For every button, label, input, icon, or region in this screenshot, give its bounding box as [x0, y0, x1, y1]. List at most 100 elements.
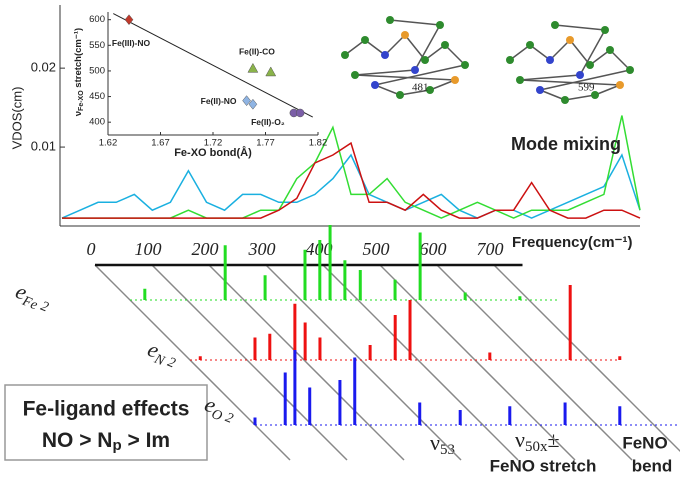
molecule	[341, 16, 469, 99]
point-label: Fe(II)-O₂	[251, 117, 285, 127]
bond	[539, 69, 631, 91]
atom	[586, 61, 594, 69]
y-label-text: stretch(cm⁻¹)	[73, 28, 84, 91]
bond	[404, 34, 426, 61]
stick	[368, 345, 372, 360]
bond	[374, 64, 466, 86]
point-label: Fe(II)-CO	[239, 47, 275, 57]
atom	[436, 21, 444, 29]
point	[124, 14, 134, 26]
bond	[384, 34, 406, 56]
bond	[519, 79, 621, 86]
y-tick-label: 400	[89, 117, 105, 128]
x-tick-label: 1.72	[204, 138, 223, 149]
stick	[308, 387, 312, 425]
bond	[579, 29, 606, 76]
nu50-label: ν50x±	[515, 427, 560, 455]
atom	[351, 71, 359, 79]
y-axis-label: νFe-XO stretch(cm⁻¹)	[73, 28, 85, 116]
depth-line	[94, 264, 291, 461]
atom	[536, 86, 544, 94]
legend-box	[4, 384, 208, 461]
x-tick-label: 300	[248, 239, 276, 259]
nu-sub: 53	[440, 442, 455, 458]
stick	[263, 275, 267, 300]
stick	[518, 296, 522, 300]
x-axis-label: Fe-XO bond(Å)	[174, 146, 252, 159]
x-tick-label: 500	[363, 239, 390, 259]
stick	[343, 260, 347, 300]
bond	[554, 24, 606, 31]
depth-line	[436, 264, 633, 461]
stretch-label: FeNO stretch	[490, 456, 597, 475]
stick	[318, 337, 322, 360]
y-tick-label: 0.02	[31, 60, 56, 75]
box-part: NO > N	[42, 429, 113, 452]
row-label-sup: 2	[223, 410, 235, 427]
bond	[564, 94, 596, 101]
bond	[509, 44, 531, 61]
atom	[361, 36, 369, 44]
stick	[303, 322, 307, 360]
x-tick-label: 600	[420, 239, 447, 259]
stick	[393, 279, 397, 300]
atom	[566, 36, 574, 44]
bond	[569, 39, 591, 66]
x-tick-label: 1.82	[309, 138, 328, 149]
bond	[344, 39, 366, 56]
bond	[424, 44, 446, 61]
atom	[421, 56, 429, 64]
depth-line	[379, 264, 576, 461]
atom	[606, 46, 614, 54]
atom	[626, 66, 634, 74]
x-tick-label: 1.77	[256, 138, 275, 149]
atom	[506, 56, 514, 64]
stick	[458, 410, 462, 425]
molecule-label: 481	[412, 82, 429, 94]
bond	[354, 69, 416, 76]
atom	[526, 41, 534, 49]
y-tick-label: 450	[89, 91, 105, 102]
bond	[374, 84, 401, 96]
bend-label: FeNO	[622, 433, 667, 452]
point	[247, 62, 259, 73]
atom	[451, 76, 459, 84]
nu-sub: 50x	[525, 439, 548, 455]
bond	[539, 89, 566, 101]
stick	[358, 270, 362, 300]
molecule-label: 599	[578, 82, 595, 94]
stick	[563, 402, 567, 425]
stick	[268, 333, 272, 360]
atom	[401, 31, 409, 39]
y-axis-label: VDOS(cm)	[9, 87, 24, 150]
point	[265, 66, 277, 77]
stick	[143, 288, 147, 300]
stick	[353, 357, 357, 425]
atom	[551, 21, 559, 29]
atom	[371, 81, 379, 89]
x-tick-label: 100	[135, 239, 162, 259]
atom	[386, 16, 394, 24]
bond	[414, 24, 441, 71]
atom	[411, 66, 419, 74]
stick	[338, 380, 342, 425]
atom	[341, 51, 349, 59]
depth-line	[208, 264, 405, 461]
x-axis-label: Frequency(cm⁻¹)	[512, 234, 632, 251]
y-tick-label: 500	[89, 65, 105, 76]
annotation: Mode mixing	[511, 134, 621, 154]
stick	[283, 372, 287, 425]
bond	[609, 49, 631, 71]
stick	[318, 240, 322, 300]
nu-sub: Fe-XO	[78, 90, 85, 111]
y-tick-label: 0.01	[31, 139, 56, 154]
row-label-sub: Fe	[19, 294, 39, 314]
point	[295, 108, 305, 118]
row-label-sup: 2	[38, 299, 50, 316]
depth-line	[322, 264, 519, 461]
atom	[461, 61, 469, 69]
atom	[591, 91, 599, 99]
atom	[546, 56, 554, 64]
bond	[529, 44, 551, 61]
atom	[396, 91, 404, 99]
